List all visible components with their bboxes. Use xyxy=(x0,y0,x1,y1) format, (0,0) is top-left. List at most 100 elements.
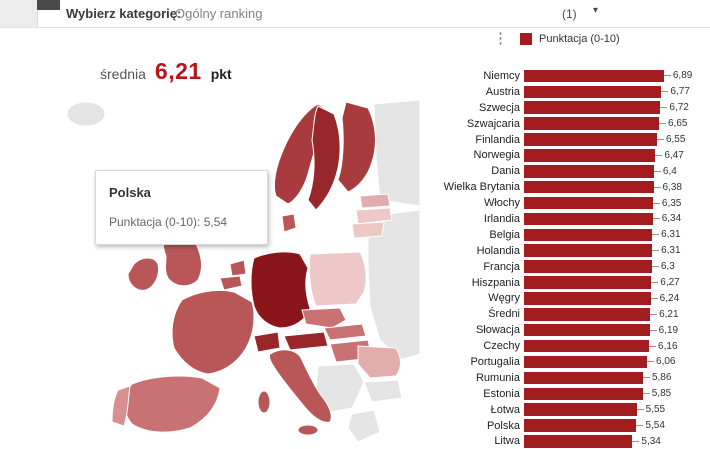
map-country-hiszpania[interactable] xyxy=(124,375,221,433)
bar[interactable] xyxy=(524,308,651,321)
bar[interactable] xyxy=(524,403,637,416)
chart-header: ⋮ Punktacja (0-10) xyxy=(425,30,707,68)
map-region-sardinia[interactable] xyxy=(257,390,271,414)
bar-leader-line xyxy=(661,91,669,93)
bar-row: Hiszpania 6,27 xyxy=(425,275,707,291)
bar-value: 6,31 xyxy=(661,245,681,257)
bar-value: 6,72 xyxy=(669,102,689,114)
bar[interactable] xyxy=(524,244,653,257)
bar-leader-line xyxy=(636,409,644,411)
bar-row: Belgia 6,31 xyxy=(425,227,707,243)
map-country-finlandia[interactable] xyxy=(337,101,376,193)
bar-value: 6,35 xyxy=(661,197,682,209)
bar[interactable] xyxy=(524,133,657,146)
map-country-islandia xyxy=(66,101,106,127)
category-count: (1) xyxy=(562,7,577,21)
bar[interactable] xyxy=(524,69,664,83)
bar-row: Holandia 6,31 xyxy=(425,243,707,259)
bar-label: Austria xyxy=(485,85,520,98)
bar-label: Francja xyxy=(483,260,520,273)
bar[interactable] xyxy=(524,260,652,273)
bar-label: Hiszpania xyxy=(471,276,520,289)
bar[interactable] xyxy=(524,165,654,178)
bar[interactable] xyxy=(524,212,653,226)
map-country-wlochy[interactable] xyxy=(269,349,332,423)
map-country-austria[interactable] xyxy=(283,331,329,351)
category-value[interactable]: Ogólny ranking xyxy=(175,6,263,21)
bar-row: Finlandia 6,55 xyxy=(425,132,707,148)
bar[interactable] xyxy=(524,196,653,210)
chart-legend: Punktacja (0-10) xyxy=(520,33,620,45)
chevron-down-icon[interactable]: ▾ xyxy=(593,5,599,16)
bar-label: Niemcy xyxy=(483,69,520,82)
bar[interactable] xyxy=(524,85,662,99)
bar-label: Szwajcaria xyxy=(466,117,520,130)
map-country-polska[interactable] xyxy=(308,251,367,307)
bar-label: Norwegia xyxy=(473,149,520,162)
bar-value: 5,55 xyxy=(645,404,666,416)
bar[interactable] xyxy=(524,387,643,400)
bar-leader-line xyxy=(658,123,666,125)
bar-row: Niemcy 6,89 xyxy=(425,68,707,84)
map-country-estonia[interactable] xyxy=(359,193,391,209)
bar-label: Włochy xyxy=(483,197,520,210)
map-country-lotwa[interactable] xyxy=(355,207,393,225)
bar[interactable] xyxy=(524,339,650,353)
bar-leader-line xyxy=(652,202,660,204)
bar-row: Portugalia 6,06 xyxy=(425,354,707,370)
legend-swatch xyxy=(520,33,532,45)
bar-leader-line xyxy=(653,186,661,188)
map-country-belgia[interactable] xyxy=(219,275,243,291)
bar-row: Włochy 6,35 xyxy=(425,195,707,211)
bar[interactable] xyxy=(524,435,633,448)
kebab-menu-icon[interactable]: ⋮ xyxy=(493,30,508,47)
bar[interactable] xyxy=(524,117,659,130)
bar[interactable] xyxy=(524,371,643,385)
bar-value: 6,19 xyxy=(658,324,679,336)
bar-value: 6,65 xyxy=(667,118,688,130)
bar-leader-line xyxy=(636,425,644,427)
map-country-szwajcaria[interactable] xyxy=(253,331,281,353)
bar[interactable] xyxy=(524,355,648,369)
bar-row: Słowacja 6,19 xyxy=(425,322,707,338)
average-prefix: średnia xyxy=(100,66,146,82)
bar-row: Węgry 6,24 xyxy=(425,290,707,306)
map-country-szwecja[interactable] xyxy=(307,105,341,211)
bar-leader-line xyxy=(642,393,650,395)
bar-row: Czechy 6,16 xyxy=(425,338,707,354)
map-country-niemcy[interactable] xyxy=(250,251,311,329)
map-country-litwa[interactable] xyxy=(351,221,385,239)
map-country-dania[interactable] xyxy=(281,213,297,233)
bar-value: 6,77 xyxy=(670,86,690,98)
europe-choropleth-map xyxy=(62,96,420,442)
bar-value: 6,34 xyxy=(661,213,682,225)
bar[interactable] xyxy=(524,276,652,289)
bar[interactable] xyxy=(524,149,656,162)
bar[interactable] xyxy=(524,292,651,305)
bar-label: Łotwa xyxy=(490,403,520,416)
bar-row: Średni 6,21 xyxy=(425,306,707,322)
map-country-slowacja[interactable] xyxy=(323,323,367,341)
bar[interactable] xyxy=(524,419,637,432)
bar[interactable] xyxy=(524,228,653,242)
bar-label: Wielka Brytania xyxy=(443,181,520,194)
bar-value: 5,86 xyxy=(651,372,672,384)
map-country-portugalia[interactable] xyxy=(111,385,131,427)
category-label: Wybierz kategorię: xyxy=(66,6,182,21)
bar[interactable] xyxy=(524,180,654,194)
bar-label: Estonia xyxy=(483,387,520,400)
map-region-sicily[interactable] xyxy=(297,424,319,436)
map-country-rumunia[interactable] xyxy=(357,345,401,379)
map-country-czechy[interactable] xyxy=(301,307,347,329)
map-country-irlandia[interactable] xyxy=(127,257,159,291)
bar-value: 5,34 xyxy=(641,435,661,447)
bar-row: Dania 6,4 xyxy=(425,163,707,179)
bar[interactable] xyxy=(524,323,650,337)
map-country-francja[interactable] xyxy=(171,289,255,375)
bar-label: Czechy xyxy=(483,340,520,353)
bar[interactable] xyxy=(524,101,661,114)
average-score: średnia 6,21 pkt xyxy=(100,58,232,85)
bar-leader-line xyxy=(652,234,660,236)
map-country-holandia[interactable] xyxy=(229,259,247,277)
bar-value: 6,3 xyxy=(660,261,675,273)
